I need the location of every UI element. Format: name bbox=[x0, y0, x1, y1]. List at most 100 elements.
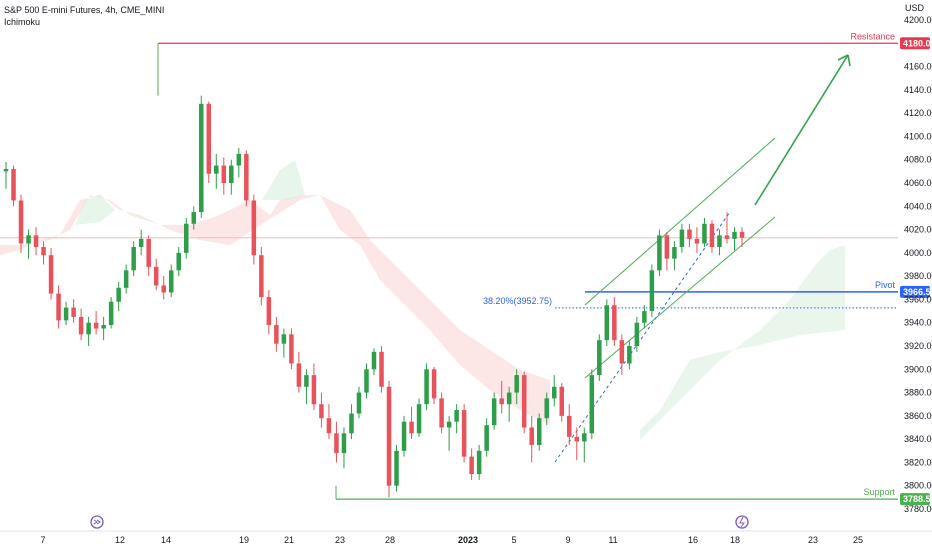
candle-body bbox=[123, 270, 129, 288]
indicator-label: Ichimoku bbox=[4, 17, 41, 27]
candle-body bbox=[559, 386, 565, 416]
candle-body bbox=[3, 169, 9, 172]
price-tick-label: 4200.00 bbox=[904, 15, 932, 25]
currency-label: USD bbox=[905, 3, 925, 13]
candle-body bbox=[514, 375, 519, 393]
candle-body bbox=[702, 223, 707, 244]
candle-body bbox=[469, 456, 474, 475]
level-value-support: 3788.50 bbox=[903, 494, 932, 504]
candle-body bbox=[11, 169, 16, 201]
level-name-support: Support bbox=[863, 487, 895, 497]
candle-body bbox=[597, 340, 602, 376]
candle-body bbox=[206, 103, 212, 174]
price-tick-label: 4000.00 bbox=[904, 248, 932, 258]
candle-body bbox=[138, 238, 144, 248]
price-tick-label: 3920.00 bbox=[904, 341, 932, 351]
candle-body bbox=[41, 247, 46, 256]
candle-body bbox=[48, 255, 54, 294]
candle-body bbox=[589, 375, 595, 434]
candle-body bbox=[506, 392, 512, 405]
candle-body bbox=[649, 270, 655, 312]
candle-body bbox=[664, 235, 670, 259]
candle-body bbox=[409, 421, 414, 434]
time-tick-label: 12 bbox=[115, 535, 125, 545]
candle-body bbox=[341, 433, 347, 454]
dividend-event-glyph bbox=[93, 519, 101, 525]
candle-body bbox=[86, 322, 91, 335]
candle-body bbox=[491, 398, 497, 426]
level-tag-resistance bbox=[900, 37, 930, 50]
time-tick-label: 19 bbox=[239, 535, 249, 545]
candle-body bbox=[229, 165, 234, 183]
price-tick-label: 3840.00 bbox=[904, 434, 932, 444]
candle-body bbox=[401, 421, 407, 451]
level-value-resistance: 4180.00 bbox=[903, 38, 932, 48]
price-tick-label: 3980.00 bbox=[904, 271, 932, 281]
candle-body bbox=[289, 334, 294, 364]
channel-upper bbox=[584, 137, 776, 306]
candle-body bbox=[394, 450, 399, 486]
ichimoku-cloud bbox=[0, 160, 845, 440]
price-tick-label: 4020.00 bbox=[904, 225, 932, 235]
candle-body bbox=[521, 375, 527, 428]
projection-arrow bbox=[754, 54, 851, 206]
candle-body bbox=[657, 235, 662, 271]
candle-body bbox=[311, 375, 317, 405]
level-name-resistance: Resistance bbox=[850, 31, 895, 41]
time-tick-label: 11 bbox=[608, 535, 617, 545]
price-tick-label: 4120.00 bbox=[904, 108, 932, 118]
candle-body bbox=[424, 369, 429, 405]
candle-body bbox=[214, 165, 219, 174]
candle-body bbox=[574, 436, 580, 442]
price-tick-label: 4060.00 bbox=[904, 178, 932, 188]
candle-body bbox=[274, 325, 279, 344]
candle-body bbox=[146, 238, 151, 267]
trend-channel bbox=[554, 137, 776, 463]
candle-body bbox=[161, 285, 166, 293]
chart-title: S&P 500 E-mini Futures, 4h, CME_MINI bbox=[4, 5, 165, 15]
candle-body bbox=[544, 398, 549, 419]
arrow-head bbox=[837, 54, 851, 67]
candle-body bbox=[78, 316, 84, 335]
time-axis[interactable]: 7 12 14 19 21 23 28 2023 5 9 11 16 18 23 25 bbox=[0, 530, 932, 545]
time-tick-label: 23 bbox=[808, 535, 818, 545]
candle-body bbox=[439, 398, 444, 428]
candle-body bbox=[304, 375, 309, 387]
candle-body bbox=[476, 450, 482, 475]
price-axis[interactable]: USD 3780.00 3800.00 3820.00 3840.00 3860.00 3… bbox=[904, 3, 932, 514]
candle-body bbox=[371, 351, 377, 370]
level-name-pivot: Pivot bbox=[875, 280, 896, 290]
time-tick-label: 14 bbox=[161, 535, 171, 545]
price-tick-label: 3940.00 bbox=[904, 318, 932, 328]
candle-body bbox=[642, 311, 647, 323]
candle-body bbox=[364, 369, 369, 393]
candle-body bbox=[259, 255, 264, 298]
ichimoku-cloud-bullish-small bbox=[75, 195, 115, 225]
candle-body bbox=[356, 392, 362, 414]
candle-body bbox=[221, 165, 227, 183]
candle-body bbox=[461, 410, 467, 457]
candle-body bbox=[529, 427, 534, 445]
candle-body bbox=[612, 305, 617, 341]
candlesticks bbox=[3, 95, 745, 498]
candle-body bbox=[627, 346, 632, 364]
price-tick-label: 3800.00 bbox=[904, 481, 932, 491]
time-tick-label: 28 bbox=[385, 535, 395, 545]
candle-body bbox=[709, 223, 715, 248]
candle-body bbox=[679, 229, 685, 248]
time-tick-label: 23 bbox=[335, 535, 345, 545]
candle-body bbox=[281, 334, 287, 344]
earnings-event-icon bbox=[735, 515, 749, 529]
candle-body bbox=[101, 325, 106, 329]
candle-body bbox=[251, 200, 257, 256]
candle-body bbox=[694, 238, 700, 244]
candle-body bbox=[56, 293, 61, 321]
price-tick-label: 3960.00 bbox=[904, 294, 932, 304]
candle-body bbox=[724, 235, 730, 239]
candle-body bbox=[379, 351, 384, 387]
candle-body bbox=[634, 322, 640, 346]
candle-body bbox=[236, 153, 242, 166]
candle-body bbox=[732, 231, 737, 239]
candle-body bbox=[319, 404, 324, 419]
